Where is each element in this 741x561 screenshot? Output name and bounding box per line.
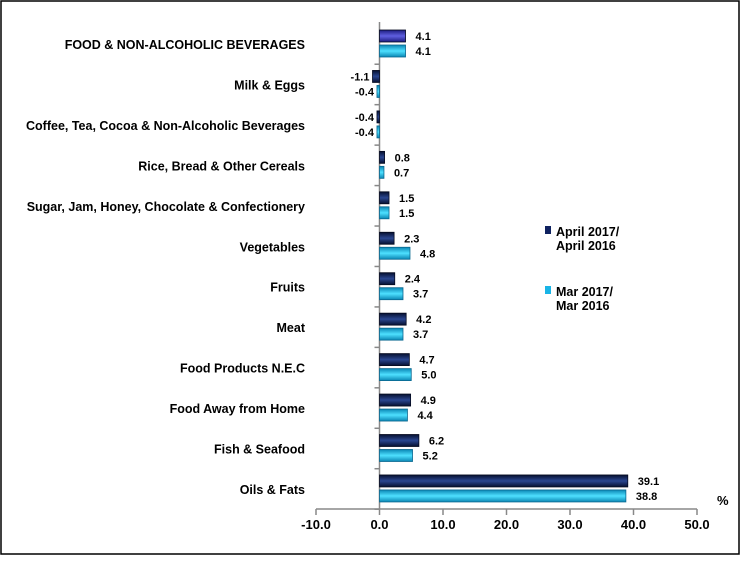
x-tick-label: 30.0: [557, 517, 582, 532]
bar-mar: [379, 44, 406, 58]
legend-marker: [545, 286, 551, 294]
data-label: -0.4: [355, 112, 375, 124]
data-label: -1.1: [351, 71, 370, 83]
category-label: Milk & Eggs: [234, 78, 305, 92]
data-label: 4.9: [421, 395, 436, 407]
bar-mar: [379, 287, 404, 301]
bar-mar: [379, 246, 411, 260]
bar-mar: [379, 206, 390, 220]
x-tick-label: -10.0: [301, 517, 331, 532]
data-label: 4.2: [416, 314, 431, 326]
bar-april: [379, 474, 629, 488]
data-label: 5.2: [423, 451, 438, 463]
data-label: -0.4: [355, 127, 375, 139]
bar-april: [379, 29, 406, 43]
bar-mar: [376, 125, 380, 139]
bar-april: [379, 434, 420, 447]
data-label: 2.3: [404, 233, 419, 245]
category-label: Sugar, Jam, Honey, Chocolate & Confectio…: [27, 200, 305, 214]
bar-april: [372, 70, 380, 83]
data-label: 4.8: [420, 248, 435, 260]
data-label: 0.8: [395, 152, 410, 164]
bar-april: [379, 353, 410, 367]
data-label: 0.7: [394, 167, 409, 179]
data-label: 1.5: [399, 193, 414, 205]
category-label: Fruits: [270, 281, 305, 295]
category-label: Rice, Bread & Other Cereals: [138, 159, 305, 173]
data-label: 3.7: [413, 329, 428, 341]
data-label: 38.8: [636, 491, 657, 503]
bar-mar: [376, 85, 380, 98]
data-label: -0.4: [355, 86, 375, 98]
data-label: 4.7: [419, 355, 434, 367]
bar-april: [379, 231, 395, 245]
legend-label: April 2017/: [556, 225, 620, 239]
x-tick-label: 40.0: [621, 517, 646, 532]
legend-label: Mar 2017/: [556, 285, 614, 299]
category-label: Food Products N.E.C: [180, 362, 305, 376]
bar-april: [379, 393, 412, 407]
category-label: Vegetables: [240, 240, 305, 254]
x-tick-label: 0.0: [370, 517, 388, 532]
category-label: Oils & Fats: [240, 483, 305, 497]
bar-mar: [379, 489, 627, 503]
legend-label: Mar 2016: [556, 299, 610, 313]
x-axis-label: %: [717, 493, 729, 508]
data-label: 4.1: [416, 31, 431, 43]
category-label: Fish & Seafood: [214, 443, 305, 457]
data-label: 4.4: [417, 410, 433, 422]
bar-april: [379, 272, 396, 286]
category-label: Food Away from Home: [170, 402, 305, 416]
data-label: 4.1: [416, 46, 431, 58]
bar-mar: [379, 408, 408, 422]
legend-label: April 2016: [556, 239, 616, 253]
bar-april: [376, 110, 380, 124]
bar-april: [379, 191, 390, 205]
bar-april: [379, 312, 407, 326]
data-label: 2.4: [405, 274, 421, 286]
data-label: 5.0: [421, 370, 436, 382]
bar-april: [379, 150, 385, 164]
bar-mar: [379, 368, 412, 382]
data-label: 1.5: [399, 208, 414, 220]
category-label: Coffee, Tea, Cocoa & Non-Alcoholic Bever…: [26, 119, 305, 133]
category-label: FOOD & NON-ALCOHOLIC BEVERAGES: [65, 38, 305, 52]
bar-mar: [379, 449, 413, 462]
data-label: 39.1: [638, 476, 659, 488]
x-tick-label: 50.0: [684, 517, 709, 532]
x-tick-label: 20.0: [494, 517, 519, 532]
data-label: 6.2: [429, 436, 444, 448]
category-label: Meat: [277, 321, 306, 335]
legend-marker: [545, 226, 551, 234]
bar-mar: [379, 165, 385, 179]
bar-mar: [379, 327, 404, 341]
x-tick-label: 10.0: [430, 517, 455, 532]
data-label: 3.7: [413, 289, 428, 301]
